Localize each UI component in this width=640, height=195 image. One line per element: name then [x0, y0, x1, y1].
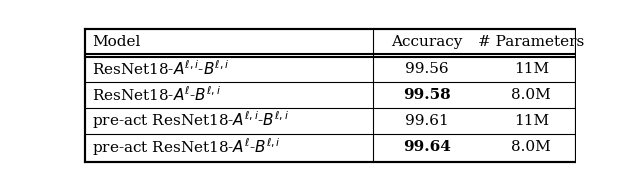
Text: 99.58: 99.58 [403, 88, 451, 102]
Text: 11M: 11M [514, 114, 549, 128]
Text: 8.0M: 8.0M [511, 88, 551, 102]
Text: Model: Model [92, 35, 141, 50]
Text: ResNet18-$A^{\ell}$-$B^{\ell,i}$: ResNet18-$A^{\ell}$-$B^{\ell,i}$ [92, 85, 221, 104]
Text: 8.0M: 8.0M [511, 140, 551, 154]
Text: ResNet18-$A^{\ell,i}$-$B^{\ell,i}$: ResNet18-$A^{\ell,i}$-$B^{\ell,i}$ [92, 59, 230, 78]
Text: 99.64: 99.64 [403, 140, 451, 154]
Text: # Parameters: # Parameters [478, 35, 584, 50]
Text: 99.56: 99.56 [405, 61, 449, 75]
Text: pre-act ResNet18-$A^{\ell}$-$B^{\ell,i}$: pre-act ResNet18-$A^{\ell}$-$B^{\ell,i}$ [92, 136, 281, 158]
FancyBboxPatch shape [85, 29, 576, 162]
Text: 11M: 11M [514, 61, 549, 75]
Text: Accuracy: Accuracy [392, 35, 463, 50]
Text: pre-act ResNet18-$A^{\ell,i}$-$B^{\ell,i}$: pre-act ResNet18-$A^{\ell,i}$-$B^{\ell,i… [92, 110, 290, 131]
Text: 99.61: 99.61 [405, 114, 449, 128]
